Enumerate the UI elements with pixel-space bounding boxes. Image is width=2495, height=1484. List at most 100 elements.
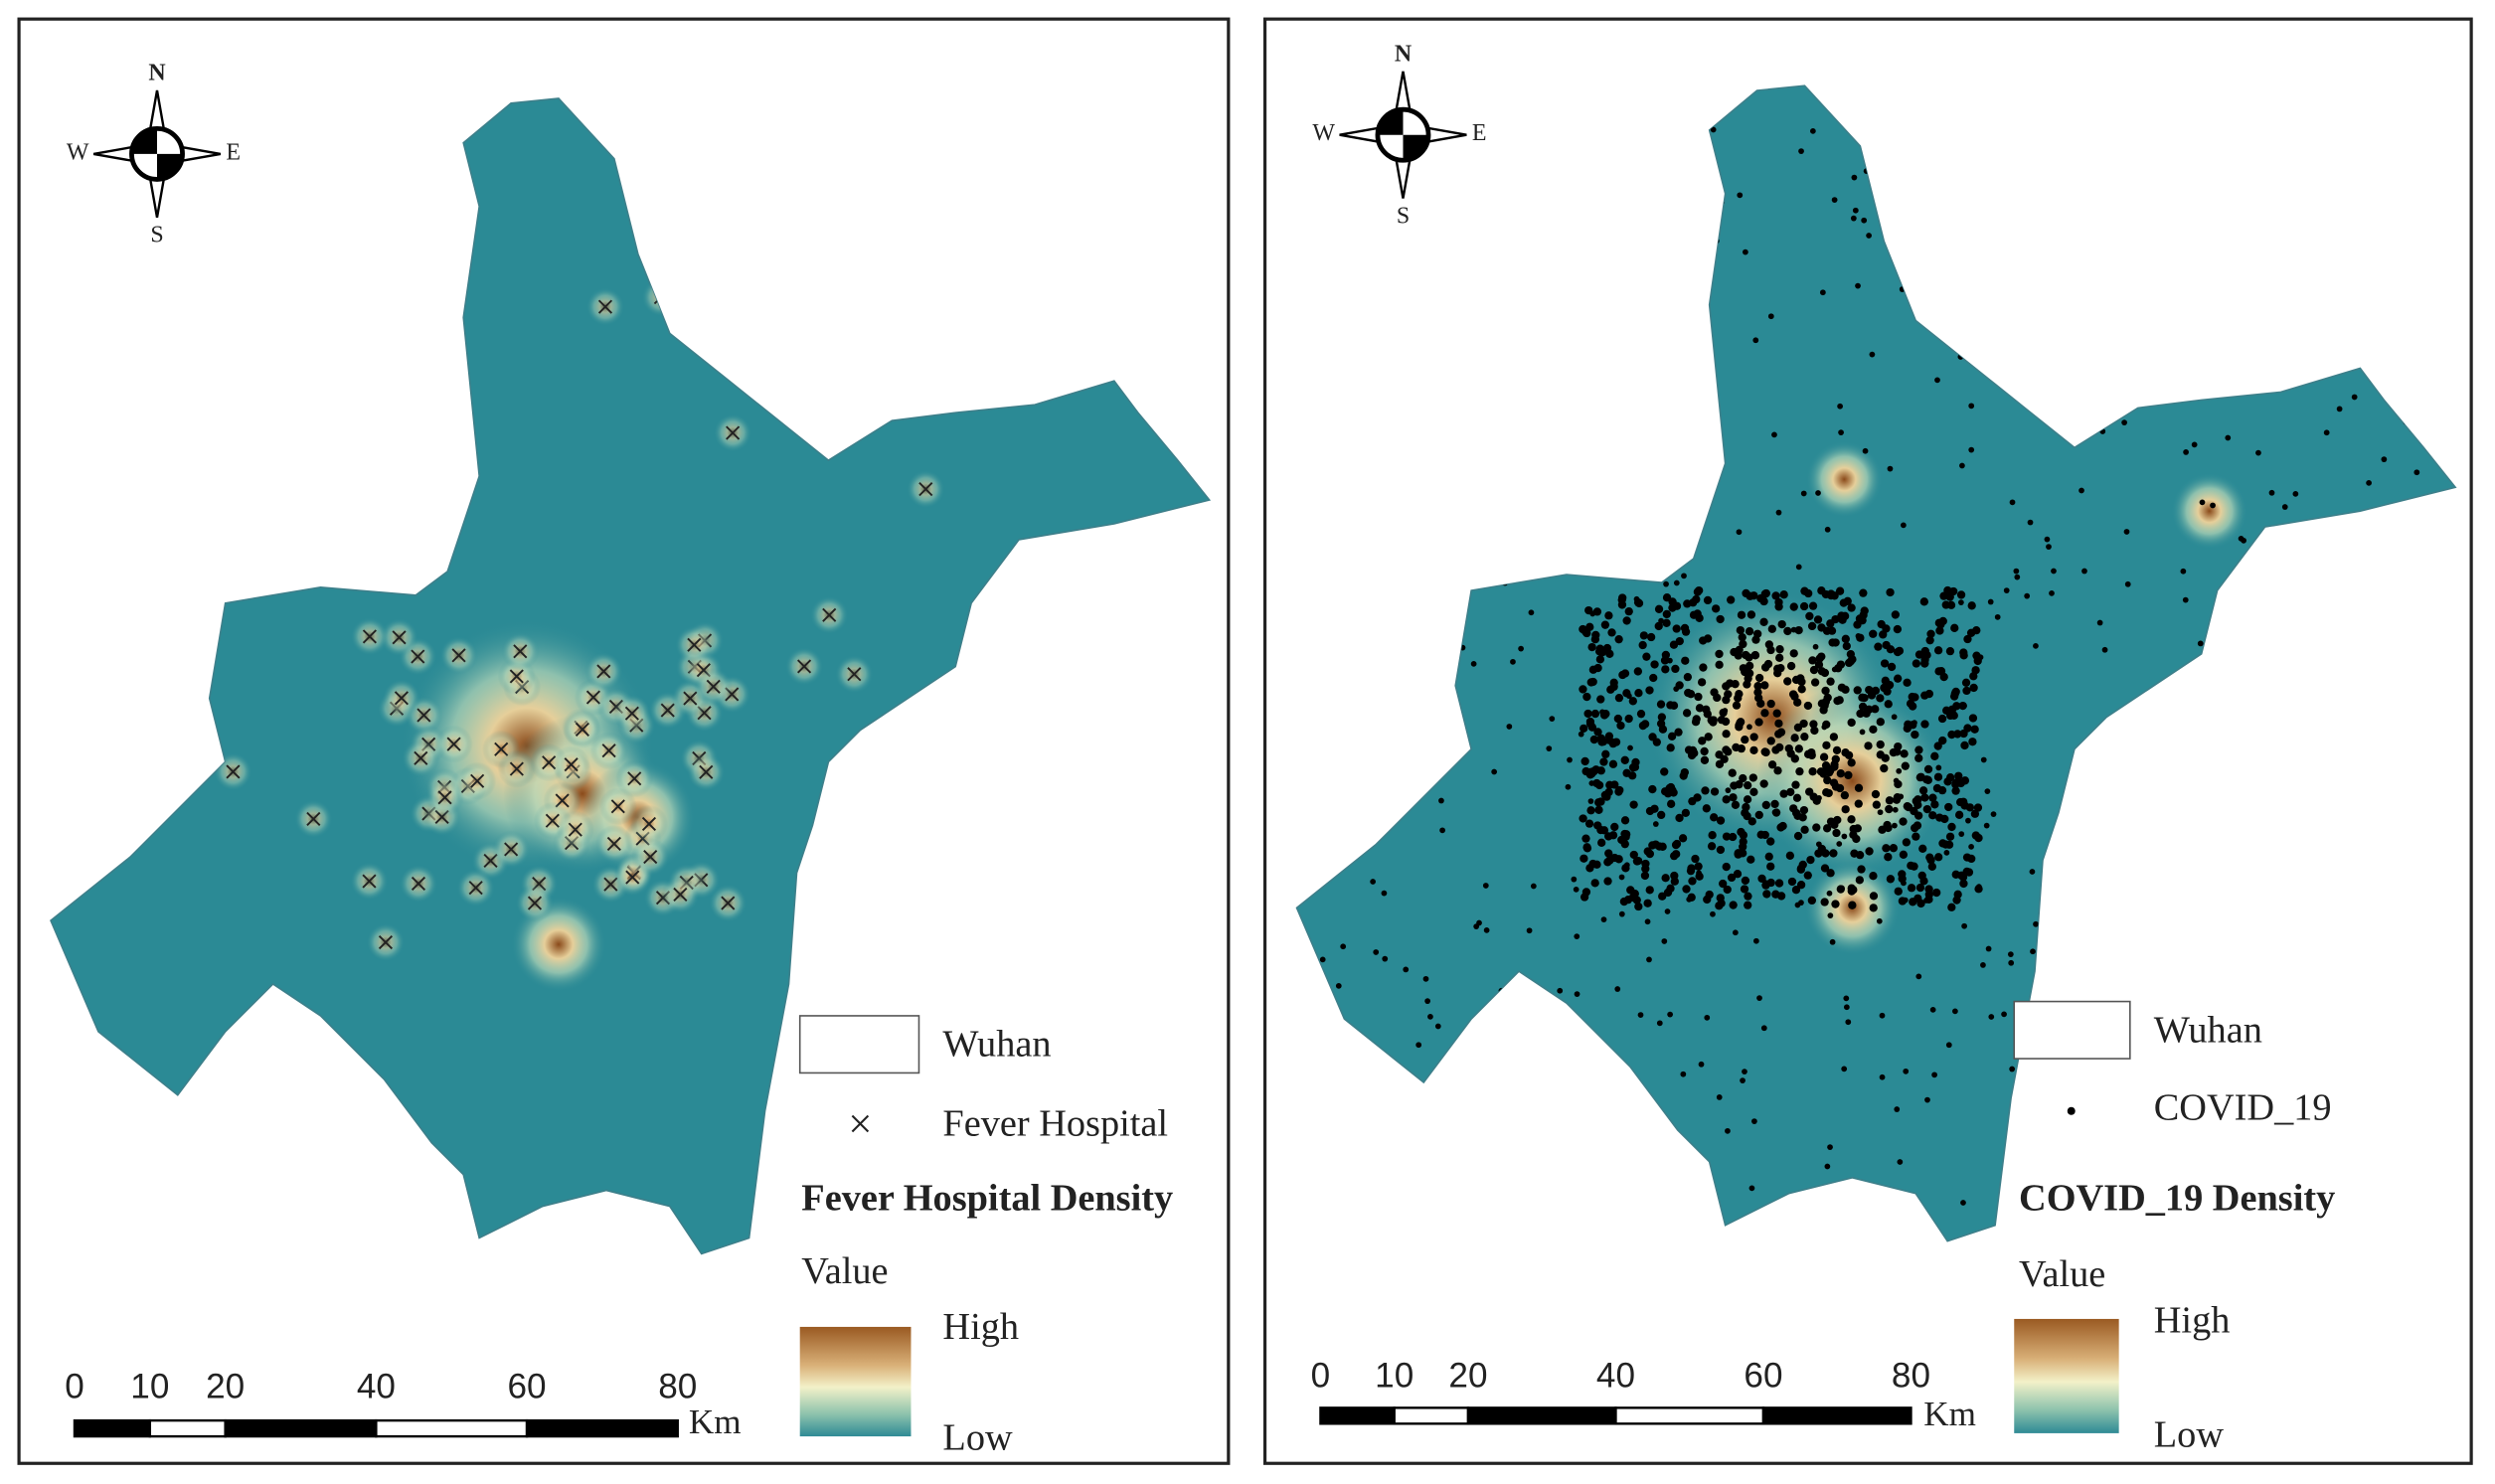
case-point [1766, 699, 1775, 709]
case-point [1889, 844, 1899, 853]
case-point [1958, 831, 1965, 837]
case-point [1803, 749, 1813, 758]
case-point [1746, 855, 1755, 864]
case-point [1622, 448, 1629, 454]
case-point [2369, 1214, 2376, 1221]
case-point [1932, 888, 1941, 898]
case-point [1878, 1197, 1885, 1204]
case-point [1963, 634, 1972, 644]
case-point [1965, 803, 1975, 812]
case-point [1619, 897, 1629, 907]
case-point [1515, 244, 1522, 250]
case-point [1607, 628, 1616, 637]
density-glow [1024, 854, 1063, 893]
case-point [1599, 826, 1609, 835]
case-point [1580, 854, 1588, 863]
case-point [1549, 716, 1556, 722]
case-point [1807, 896, 1816, 906]
case-point [2049, 590, 2055, 596]
case-point [1902, 897, 1909, 904]
case-point [1928, 811, 1937, 820]
legend-label: Wuhan [942, 1024, 1051, 1066]
case-point [1340, 943, 1347, 950]
case-point [1783, 677, 1792, 686]
case-point [1960, 1200, 1966, 1206]
case-point [2239, 956, 2246, 963]
case-point [1641, 291, 1648, 298]
case-point [1593, 728, 1602, 737]
case-point [1697, 678, 1707, 687]
case-point [2401, 985, 2408, 992]
panel-frame [1262, 17, 2473, 1465]
case-point [1827, 912, 1834, 918]
case-point [1738, 632, 1746, 642]
case-point [1779, 590, 1788, 599]
map-area [1295, 84, 2456, 1242]
case-point [2359, 224, 2366, 231]
case-point [1573, 886, 1580, 893]
case-point [1918, 786, 1928, 795]
case-point [1847, 718, 1856, 728]
case-point [1626, 1195, 1632, 1202]
case-point [1589, 535, 1596, 541]
case-point [1939, 591, 1948, 600]
case-point [1959, 648, 1968, 657]
case-point [1743, 795, 1752, 804]
legend-subtitle: Value [2019, 1253, 2105, 1295]
case-point [1739, 639, 1747, 649]
case-point [1600, 916, 1607, 923]
case-point [1667, 1168, 1674, 1174]
case-point [1844, 770, 1853, 780]
case-point [1649, 673, 1658, 683]
case-point [2121, 419, 2127, 425]
hospital-marker [509, 761, 524, 776]
compass-s: S [1397, 203, 1410, 229]
case-point [1518, 645, 1524, 652]
case-point [1702, 804, 1711, 813]
case-point [1732, 929, 1739, 936]
case-point [1792, 793, 1802, 802]
case-point [1916, 285, 1922, 292]
case-point [1681, 808, 1691, 818]
case-point [1935, 764, 1942, 771]
case-point [1673, 579, 1680, 586]
case-point [1959, 879, 1968, 889]
case-point [1715, 660, 1724, 669]
case-point [1968, 738, 1977, 746]
case-point [1688, 877, 1697, 886]
case-point [1555, 519, 1561, 526]
case-point [1698, 1061, 1705, 1068]
case-point [1367, 269, 1373, 276]
case-point [1596, 797, 1605, 806]
case-point [1750, 651, 1759, 660]
case-point [1544, 1122, 1551, 1129]
case-point [1903, 678, 1912, 687]
case-point [2309, 1025, 2316, 1032]
case-point [1600, 620, 1610, 629]
case-point [2182, 794, 2188, 801]
case-point [1664, 908, 1671, 914]
case-point [2182, 966, 2189, 972]
case-point [1807, 621, 1817, 631]
case-point [1840, 790, 1849, 800]
case-point [1831, 782, 1841, 791]
case-point [2354, 763, 2360, 770]
case-point [2180, 568, 2187, 575]
compass-w: W [67, 139, 89, 165]
case-point [1775, 509, 1782, 516]
case-point [1737, 743, 1746, 753]
case-point [1599, 757, 1608, 766]
case-point [1971, 172, 1977, 179]
case-point [1960, 741, 1969, 750]
case-point [2309, 1054, 2316, 1061]
case-point [1882, 844, 1891, 853]
case-point [1700, 746, 1709, 756]
case-point [1800, 490, 1807, 497]
case-point [1536, 310, 1542, 317]
case-point [1872, 800, 1881, 809]
case-point [1622, 830, 1631, 839]
case-point [1438, 797, 1444, 804]
case-point [1397, 247, 1404, 253]
case-point [1642, 219, 1649, 225]
case-point [2290, 322, 2296, 329]
